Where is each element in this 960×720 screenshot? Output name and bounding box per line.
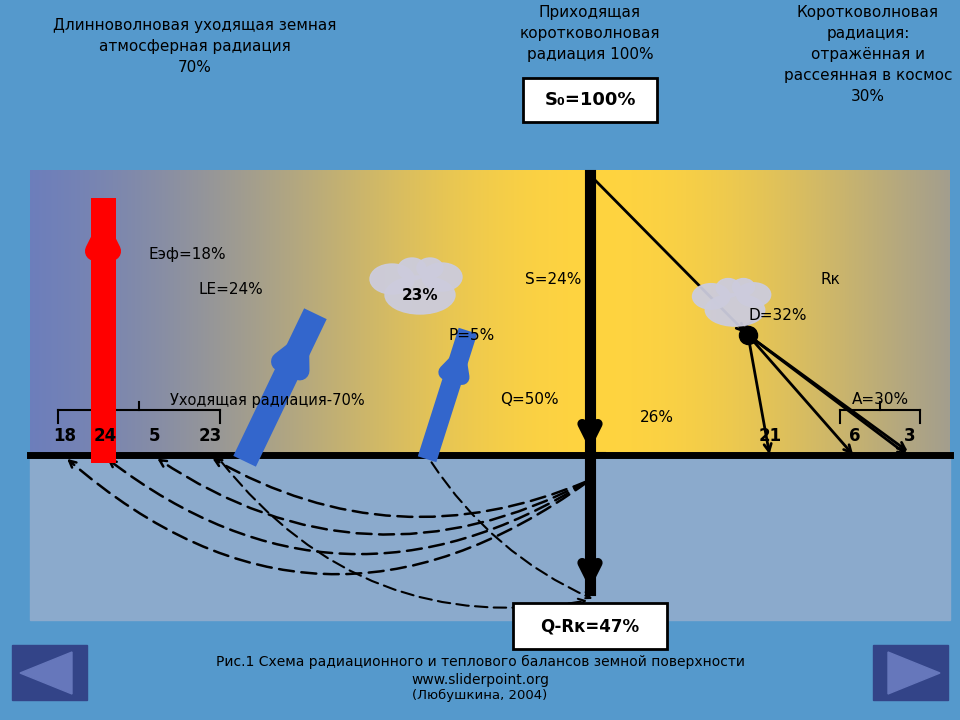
Text: 6: 6: [850, 427, 861, 445]
Bar: [30, 455, 950, 620]
Text: www.sliderpoint.org: www.sliderpoint.org: [411, 673, 549, 687]
Text: Приходящая
коротковолновая
радиация 100%: Приходящая коротковолновая радиация 100%: [519, 5, 660, 62]
Text: 24: 24: [93, 427, 116, 445]
Ellipse shape: [732, 279, 755, 295]
Ellipse shape: [692, 284, 730, 309]
FancyBboxPatch shape: [523, 78, 657, 122]
Text: Длинноволновая уходящая земная
атмосферная радиация
70%: Длинноволновая уходящая земная атмосферн…: [54, 18, 337, 75]
Text: 5: 5: [149, 427, 160, 445]
Polygon shape: [20, 652, 72, 694]
Ellipse shape: [706, 294, 765, 326]
Ellipse shape: [385, 276, 455, 314]
Text: 18: 18: [54, 427, 77, 445]
Text: 26%: 26%: [640, 410, 674, 425]
Text: Rк: Rк: [820, 272, 840, 287]
Text: Рис.1 Схема радиационного и теплового балансов земной поверхности: Рис.1 Схема радиационного и теплового ба…: [215, 655, 745, 669]
Text: Q-Rк=47%: Q-Rк=47%: [540, 617, 639, 635]
Text: A=30%: A=30%: [852, 392, 908, 408]
Text: Eэф=18%: Eэф=18%: [148, 248, 226, 263]
Text: 21: 21: [758, 427, 781, 445]
Bar: [12, 645, 87, 700]
Ellipse shape: [422, 263, 462, 291]
Text: D=32%: D=32%: [748, 307, 806, 323]
Text: 23: 23: [199, 427, 222, 445]
Text: S₀=100%: S₀=100%: [544, 91, 636, 109]
Text: Уходящая радиация-70%: Уходящая радиация-70%: [170, 392, 365, 408]
Text: 3: 3: [904, 427, 916, 445]
Text: P=5%: P=5%: [448, 328, 494, 343]
Text: (Любушкина, 2004): (Любушкина, 2004): [413, 689, 547, 702]
Polygon shape: [888, 652, 940, 694]
Ellipse shape: [716, 279, 740, 297]
Ellipse shape: [736, 283, 771, 307]
Text: 23%: 23%: [401, 287, 439, 302]
Text: LE=24%: LE=24%: [198, 282, 263, 297]
Ellipse shape: [398, 258, 426, 280]
Bar: [873, 645, 948, 700]
FancyBboxPatch shape: [513, 603, 667, 649]
Text: Коротковолновая
радиация:
отражённая и
рассеянная в космос
30%: Коротковолновая радиация: отражённая и р…: [783, 5, 952, 104]
Ellipse shape: [370, 264, 414, 294]
Text: Q=50%: Q=50%: [500, 392, 559, 408]
Ellipse shape: [417, 258, 443, 278]
Text: S=24%: S=24%: [525, 272, 582, 287]
